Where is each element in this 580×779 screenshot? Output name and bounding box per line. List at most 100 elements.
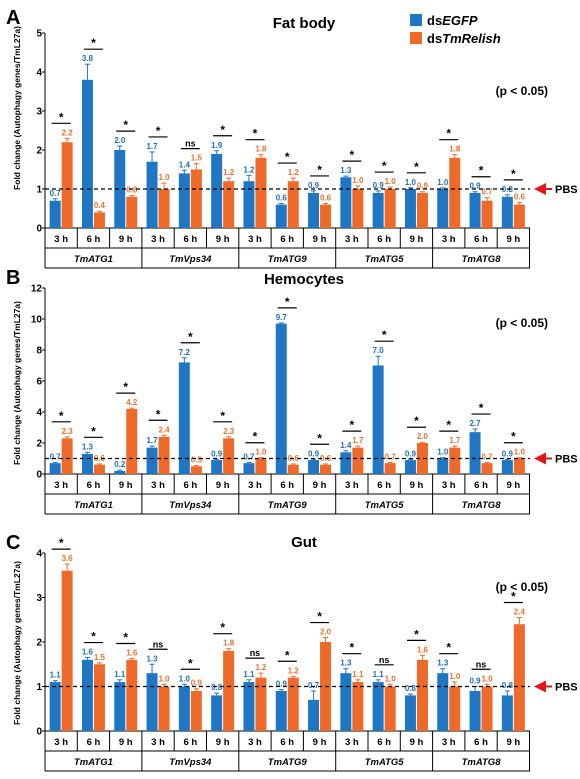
data-label: 1.0 bbox=[179, 674, 191, 683]
significance-marker: * bbox=[317, 163, 322, 177]
bar-dstmrelish bbox=[255, 458, 267, 474]
bar-dstmrelish bbox=[223, 438, 235, 474]
significance-marker: * bbox=[414, 160, 419, 174]
data-label: 1.3 bbox=[340, 659, 352, 668]
data-label: 0.9 bbox=[469, 182, 481, 191]
data-label: 0.6 bbox=[276, 193, 288, 202]
significance-marker: * bbox=[414, 414, 419, 428]
y-tick-label: 0 bbox=[36, 727, 42, 738]
y-tick-label: 12 bbox=[31, 284, 43, 295]
x-tick-label: 9 h bbox=[313, 480, 327, 491]
data-label: 0.9 bbox=[211, 449, 223, 458]
data-label: 1.3 bbox=[437, 659, 449, 668]
bar-dsegfp bbox=[211, 460, 223, 474]
significance-marker: * bbox=[156, 407, 161, 421]
bar-dstmrelish bbox=[158, 686, 170, 731]
bar-dstmrelish bbox=[416, 659, 428, 731]
bar-dstmrelish bbox=[287, 677, 299, 731]
legend-swatch-egfp bbox=[410, 14, 422, 26]
bar-dstmrelish bbox=[126, 659, 138, 731]
significance-marker: * bbox=[91, 36, 96, 50]
significance-marker: * bbox=[350, 641, 355, 655]
x-tick-label: 6 h bbox=[183, 234, 197, 245]
gene-group-label: TmATG1 bbox=[74, 500, 113, 511]
x-tick-label: 3 h bbox=[345, 480, 359, 491]
data-label: 1.6 bbox=[417, 645, 429, 654]
gene-group-label: TmATG9 bbox=[268, 254, 308, 265]
data-label: 2.4 bbox=[514, 608, 526, 617]
y-tick-label: 1 bbox=[36, 682, 42, 693]
bar-dsegfp bbox=[146, 673, 158, 731]
gene-group-label: TmVps34 bbox=[169, 254, 212, 265]
data-label: 1.5 bbox=[191, 154, 203, 163]
bar-dstmrelish bbox=[255, 677, 267, 731]
y-tick-label: 2 bbox=[36, 638, 42, 649]
data-label: 1.0 bbox=[352, 176, 364, 185]
bar-dstmrelish bbox=[384, 189, 396, 228]
gene-group-label: TmATG1 bbox=[74, 757, 113, 768]
chart-title: Fat body bbox=[273, 15, 336, 32]
data-label: 0.9 bbox=[502, 449, 514, 458]
chart-title: Gut bbox=[291, 534, 317, 551]
bar-dstmrelish bbox=[416, 443, 428, 474]
bar-dstmrelish bbox=[449, 447, 461, 474]
significance-marker: * bbox=[220, 409, 225, 423]
data-label: 1.3 bbox=[340, 166, 352, 175]
data-label: 1.4 bbox=[340, 441, 352, 450]
significance-marker: ns bbox=[185, 139, 196, 149]
data-label: 2.7 bbox=[469, 419, 481, 428]
y-tick-label: 10 bbox=[31, 315, 43, 326]
bar-dsegfp bbox=[211, 153, 223, 228]
significance-marker: * bbox=[220, 621, 225, 635]
significance-marker: * bbox=[479, 401, 484, 415]
significance-marker: * bbox=[414, 627, 419, 641]
bar-dsegfp bbox=[372, 682, 384, 731]
panel-letter: C bbox=[6, 532, 20, 554]
bar-dstmrelish bbox=[61, 570, 73, 731]
data-label: 0.5 bbox=[191, 455, 203, 464]
pbs-label: PBS bbox=[555, 682, 578, 694]
x-tick-label: 6 h bbox=[280, 234, 294, 245]
gene-group-label: TmVps34 bbox=[169, 757, 212, 768]
bar-dstmrelish bbox=[513, 624, 525, 731]
gene-group-label: TmVps34 bbox=[169, 500, 212, 511]
data-label: 0.9 bbox=[276, 680, 288, 689]
x-tick-label: 3 h bbox=[345, 234, 359, 245]
data-label: 1.8 bbox=[449, 145, 461, 154]
y-tick-label: 4 bbox=[36, 408, 42, 419]
significance-marker: ns bbox=[153, 639, 164, 649]
plot-area: 0246810120.72.3*1.30.6*0.24.2*1.72.4*7.2… bbox=[31, 284, 578, 515]
gene-group-label: TmATG8 bbox=[462, 500, 502, 511]
x-tick-label: 9 h bbox=[313, 737, 327, 748]
bar-dsegfp bbox=[178, 686, 190, 731]
data-label: 0.9 bbox=[308, 449, 320, 458]
bar-dsegfp bbox=[243, 682, 255, 731]
data-label: 1.0 bbox=[437, 178, 449, 187]
chart-title: Hemocytes bbox=[264, 271, 344, 288]
bar-dstmrelish bbox=[320, 464, 332, 474]
bar-dsegfp bbox=[275, 204, 287, 228]
significance-marker: * bbox=[285, 150, 290, 164]
bar-dsegfp bbox=[243, 181, 255, 228]
data-label: 3.8 bbox=[82, 54, 94, 63]
significance-marker: * bbox=[156, 124, 161, 138]
legend-swatch-relish bbox=[410, 32, 422, 44]
bar-dsegfp bbox=[114, 470, 126, 474]
panel-a: A Fat body Fold change (Autophagy genes/… bbox=[6, 7, 578, 269]
bar-dsegfp bbox=[49, 463, 61, 474]
significance-marker: * bbox=[220, 123, 225, 137]
data-label: 1.0 bbox=[449, 672, 461, 681]
bar-dsegfp bbox=[178, 362, 190, 474]
bar-dsegfp bbox=[81, 79, 93, 228]
data-label: 1.1 bbox=[352, 670, 364, 679]
data-label: 0.6 bbox=[514, 193, 526, 202]
gene-group-label: TmATG9 bbox=[268, 500, 308, 511]
data-label: 0.9 bbox=[308, 181, 320, 190]
x-tick-label: 3 h bbox=[248, 737, 262, 748]
significance-marker: * bbox=[285, 295, 290, 309]
bar-dsegfp bbox=[437, 673, 449, 731]
data-label: 0.2 bbox=[114, 460, 126, 469]
y-tick-label: 3 bbox=[36, 107, 42, 118]
data-label: 0.9 bbox=[373, 181, 385, 190]
data-label: 7.2 bbox=[179, 348, 191, 357]
